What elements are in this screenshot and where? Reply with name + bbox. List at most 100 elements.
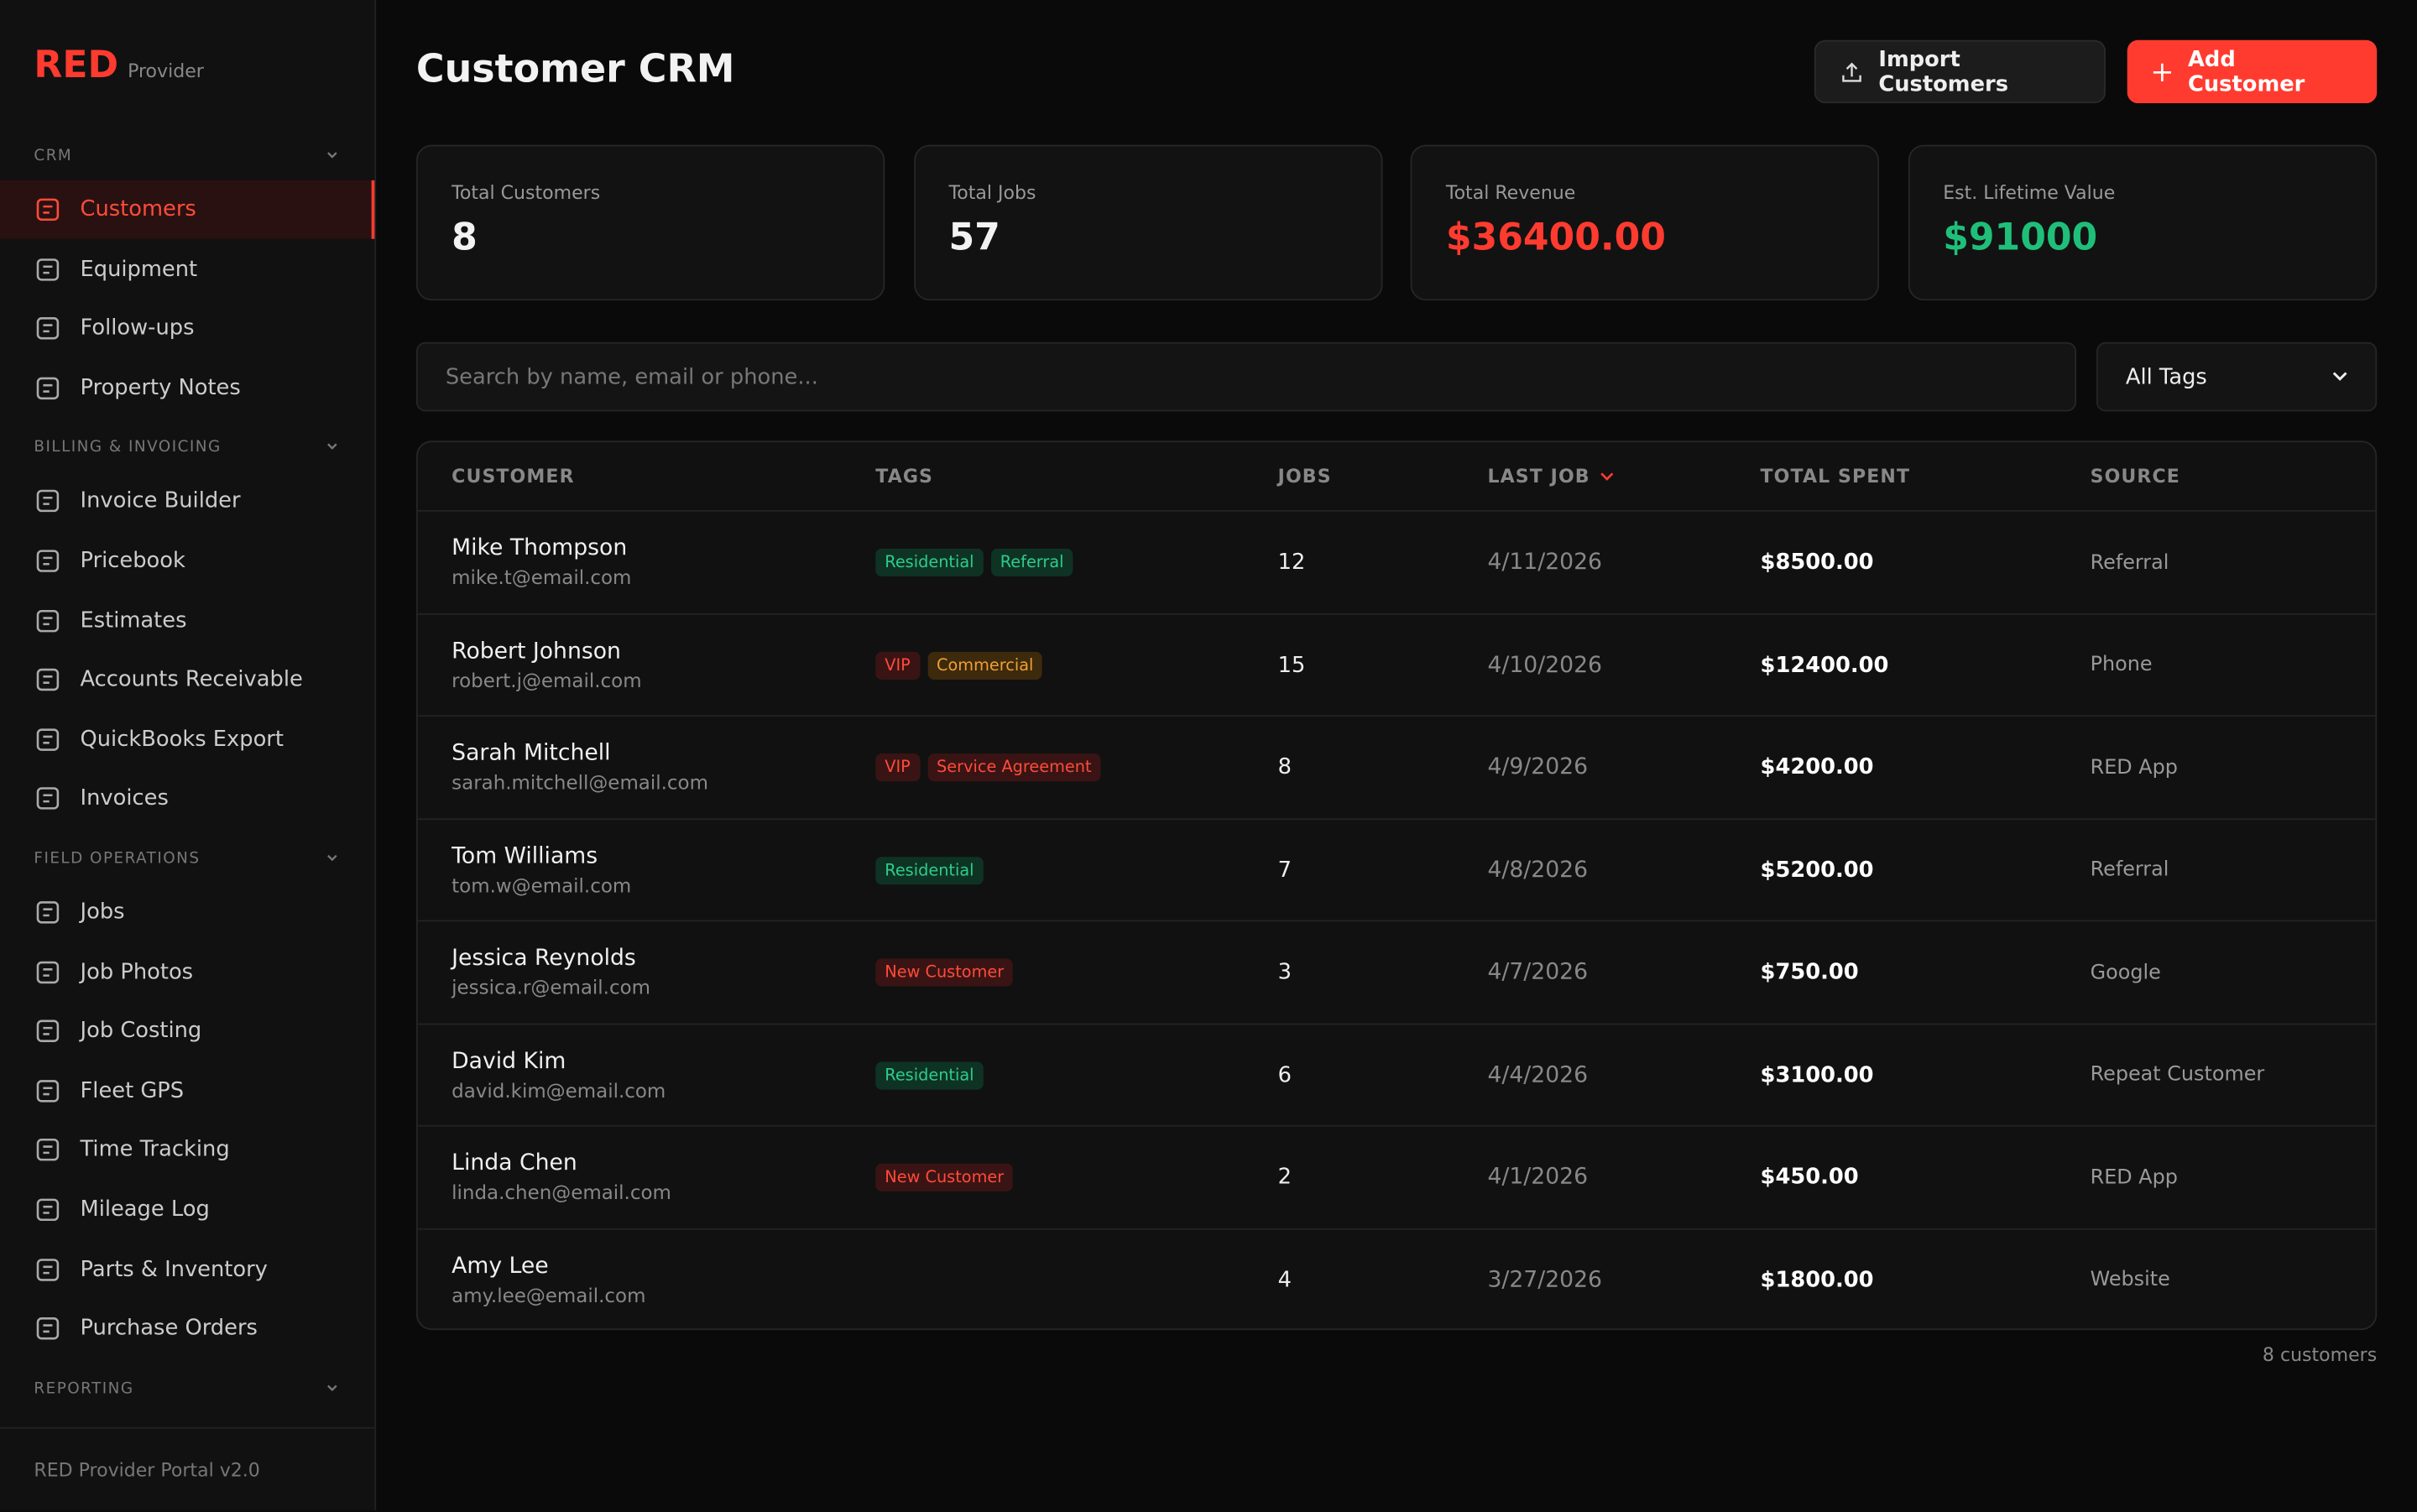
jobs-cell: 4 [1277, 1267, 1292, 1293]
stat-label: Total Jobs [948, 181, 1036, 204]
jobs-cell: 7 [1277, 858, 1292, 883]
section-header[interactable]: CRM [34, 148, 339, 165]
column-header[interactable]: TOTAL SPENT [1761, 442, 1911, 510]
nav-label: Invoices [80, 786, 169, 811]
nav-item[interactable]: Customers [0, 180, 375, 239]
icon [36, 1198, 60, 1222]
customer-name: Linda Chen [452, 1151, 577, 1176]
column-header[interactable]: SOURCE [2091, 442, 2180, 510]
nav-label: QuickBooks Export [80, 727, 284, 752]
tag-filter[interactable]: All Tags [2096, 342, 2378, 412]
nav-item[interactable]: Invoices [0, 769, 374, 828]
column-label: JOBS [1277, 465, 1332, 487]
nav-item[interactable]: Parts & Inventory [0, 1240, 374, 1299]
add-button[interactable]: Add Customer [2127, 39, 2378, 104]
table-footer: 8 customers [2262, 1343, 2378, 1366]
jobs-cell: 6 [1277, 1062, 1292, 1087]
source-cell: Referral [2090, 858, 2169, 882]
nav-item[interactable]: Accounts Receivable [0, 650, 374, 709]
import-label: Import Customers [1878, 47, 2009, 96]
tags-cell: Residential [875, 819, 984, 920]
customer-cell: Tom Williams tom.w@email.com [452, 819, 631, 920]
table-row[interactable]: Tom Williams tom.w@email.com Residential 7 4… [417, 817, 2376, 920]
tags-cell: VIP Service Agreement [875, 717, 1101, 818]
nav-label: Job Costing [80, 1019, 202, 1044]
stat-card: Total Revenue $36400.00 [1410, 144, 1879, 301]
customer-name: Jessica Reynolds [452, 946, 636, 972]
last-job-cell: 4/11/2026 [1487, 550, 1603, 576]
table-row[interactable]: David Kim david.kim@email.com Residential 6… [417, 1022, 2376, 1125]
nav-item[interactable]: Job Costing [0, 1002, 374, 1061]
column-header[interactable]: CUSTOMER [452, 442, 575, 510]
icon [36, 1258, 60, 1280]
last-job-cell: 4/10/2026 [1487, 652, 1603, 678]
table-row[interactable]: Robert Johnson robert.j@email.com VIP Comme… [417, 613, 2376, 716]
jobs-cell: 3 [1277, 960, 1292, 985]
tags-cell: Residential Referral [875, 512, 1073, 613]
customer-cell: Robert Johnson robert.j@email.com [452, 614, 641, 716]
jobs-cell: 2 [1277, 1165, 1292, 1190]
table-row[interactable]: Mike Thompson mike.t@email.com Residential… [417, 509, 2376, 613]
nav-label: Purchase Orders [80, 1316, 258, 1342]
section-header[interactable]: REPORTING [34, 1380, 339, 1398]
nav-item[interactable]: Property Notes [0, 359, 374, 418]
nav-item[interactable]: Follow-ups [0, 300, 374, 358]
stat-label: Est. Lifetime Value [1943, 181, 2116, 204]
nav-label: Jobs [80, 899, 125, 925]
tags-cell: New Customer [875, 921, 1014, 1023]
nav-item[interactable]: Mileage Log [0, 1181, 374, 1239]
tag: Referral [990, 548, 1073, 576]
source-cell: Phone [2090, 653, 2153, 677]
nav-item[interactable]: Invoice Builder [0, 472, 374, 531]
last-job-cell: 4/4/2026 [1487, 1062, 1589, 1087]
nav-label: Invoice Builder [80, 488, 241, 514]
nav-item[interactable]: Fleet GPS [0, 1061, 374, 1120]
nav-item[interactable]: Jobs [0, 883, 374, 941]
tag: New Customer [875, 1163, 1014, 1191]
column-header[interactable]: LAST JOB [1487, 442, 1613, 510]
icon [36, 1317, 60, 1340]
nav-item[interactable]: Time Tracking [0, 1121, 374, 1180]
search-placeholder: Search by name, email or phone... [445, 364, 818, 389]
import-button[interactable]: Import Customers [1814, 39, 2106, 104]
column-header[interactable]: TAGS [875, 442, 933, 510]
customer-cell: Jessica Reynolds jessica.r@email.com [452, 921, 650, 1023]
section-header[interactable]: FIELD OPERATIONS [34, 851, 339, 868]
nav-item[interactable]: Purchase Orders [0, 1300, 374, 1358]
table-row[interactable]: Jessica Reynolds jessica.r@email.com New C… [417, 920, 2376, 1023]
section-header[interactable]: BILLING & INVOICING [34, 440, 339, 456]
icon [36, 787, 60, 811]
nav-label: Fleet GPS [80, 1078, 185, 1103]
column-label: LAST JOB [1487, 465, 1590, 487]
section-title: FIELD OPERATIONS [34, 850, 201, 868]
search-input[interactable]: Search by name, email or phone... [415, 342, 2077, 412]
customer-email: tom.w@email.com [452, 873, 632, 897]
last-job-cell: 4/8/2026 [1487, 858, 1589, 883]
nav-label: Estimates [80, 607, 187, 633]
nav-item[interactable]: Job Photos [0, 942, 374, 1001]
table-row[interactable]: Linda Chen linda.chen@email.com New Custom… [417, 1124, 2376, 1228]
nav-label: Mileage Log [80, 1197, 210, 1223]
column-label: TOTAL SPENT [1760, 465, 1911, 487]
nav-item[interactable]: Estimates [0, 592, 374, 650]
stat-value: $36400.00 [1445, 216, 1666, 259]
customer-name: David Kim [452, 1048, 566, 1074]
nav-label: Job Photos [80, 959, 194, 984]
icon [36, 901, 60, 924]
icon [36, 490, 60, 513]
tag: VIP [875, 753, 920, 782]
nav-item[interactable]: Pricebook [0, 532, 374, 591]
table-row[interactable]: Amy Lee amy.lee@email.com 4 3/27/2026 $1800.… [417, 1227, 2376, 1328]
tag: New Customer [875, 958, 1014, 987]
column-header[interactable]: JOBS [1278, 442, 1332, 510]
table-row[interactable]: Sarah Mitchell sarah.mitchell@email.com VI… [417, 715, 2376, 818]
total-spent-cell: $450.00 [1760, 1165, 1859, 1190]
nav-label: Pricebook [80, 548, 185, 574]
tags-cell: New Customer [875, 1127, 1014, 1228]
total-spent-cell: $4200.00 [1760, 754, 1874, 780]
nav-item[interactable]: Equipment [0, 240, 374, 299]
customer-email: david.kim@email.com [452, 1077, 666, 1102]
nav-item[interactable]: QuickBooks Export [0, 710, 374, 769]
last-job-cell: 3/27/2026 [1487, 1267, 1603, 1293]
